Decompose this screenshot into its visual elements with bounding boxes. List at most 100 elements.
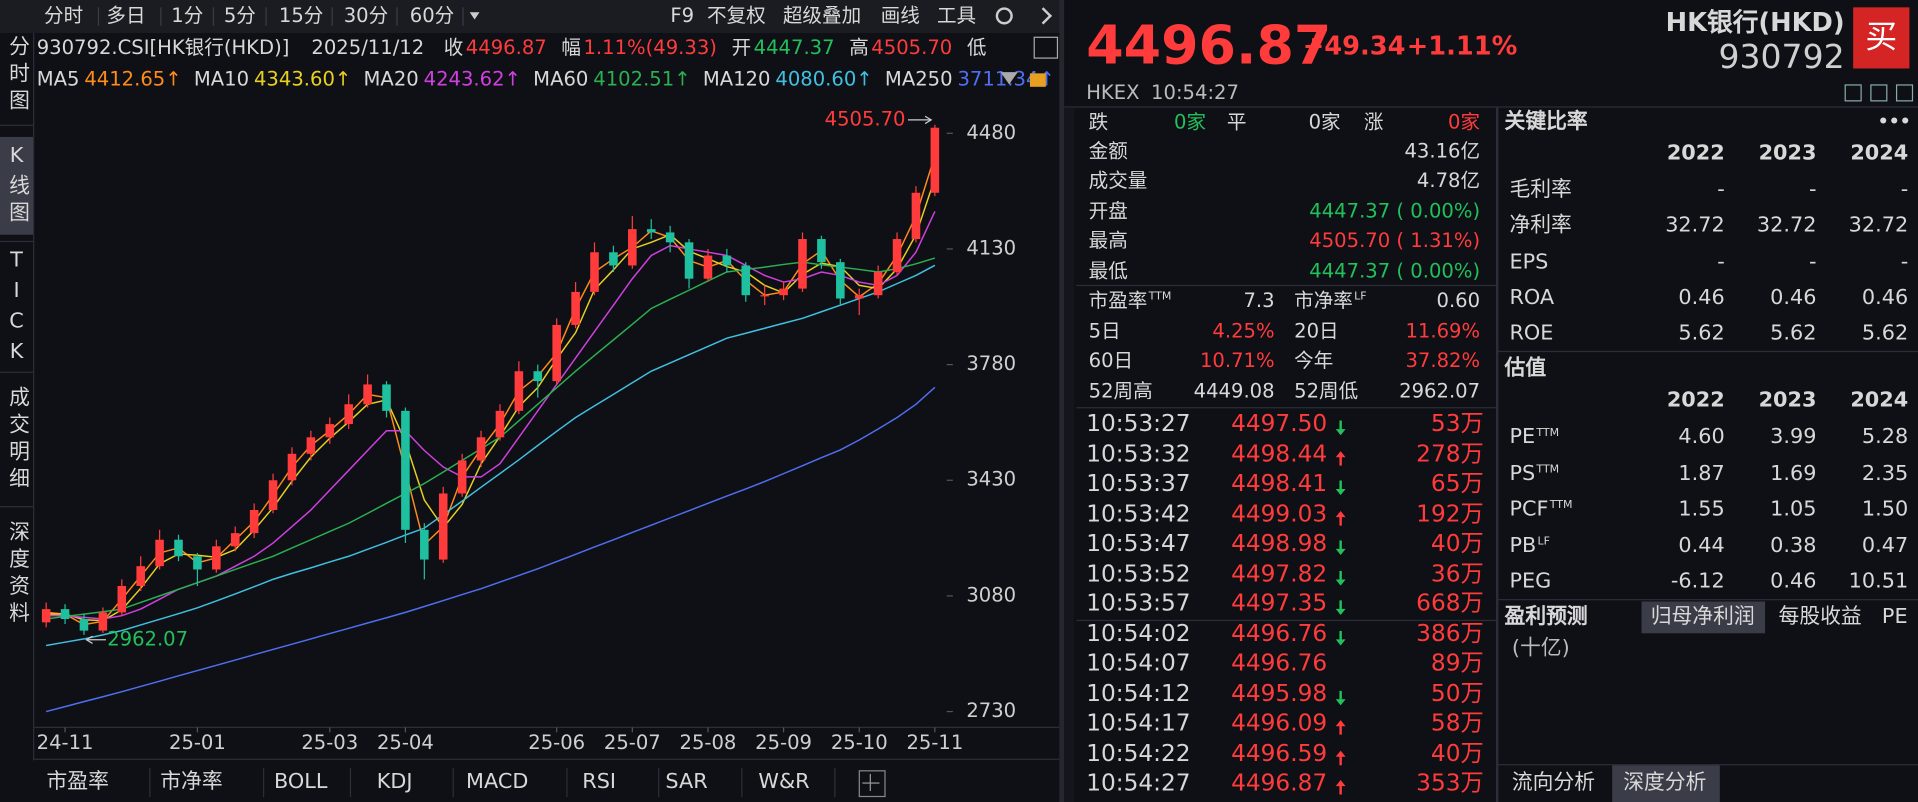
tool-button[interactable]: 不复权 [707,3,766,27]
legend-toggle[interactable] [1000,72,1018,85]
indicator-tab[interactable]: BOLL [273,769,328,795]
indicator-tab[interactable]: 市净率 [160,769,223,795]
tick-price: 4498.41 [1231,470,1328,497]
dropdown-icon[interactable] [469,12,480,20]
arrow-glyph [1335,690,1346,705]
period-tab[interactable]: 60分 [409,3,455,27]
separator [452,767,454,798]
forecast-tab[interactable]: 每股收益 [1778,604,1862,630]
period-tab[interactable]: 多日 [106,3,146,27]
tick-price: 4497.82 [1231,559,1328,587]
sidebar-tab[interactable]: 成交明细 [4,386,29,494]
tick-time: 10:53:27 [1086,410,1191,438]
analysis-tab[interactable]: 流向分析 [1511,770,1596,796]
tool-icon[interactable] [1844,84,1862,102]
security-name: HK银行(HKD) [1665,7,1845,38]
candle-body [533,371,543,382]
lock-icon[interactable] [1029,73,1046,87]
row-label: 毛利率 [1509,180,1571,201]
legend-value: 4343.60 [254,68,351,89]
arrow-glyph [1335,720,1346,735]
candle-body [98,612,108,631]
indicator-tab[interactable]: MACD [466,769,529,795]
analysis-tab[interactable]: 深度分析 [1623,770,1707,796]
period-tab[interactable]: 15分 [278,3,324,27]
candle-body [590,252,599,292]
candle-body [552,324,561,382]
candle-body [609,252,618,266]
label: 幅 [561,34,582,59]
tool-button[interactable]: 画线 [880,3,920,27]
stat-value: 4505.70 ( 1.31%) [1309,228,1481,253]
sidebar-tab[interactable]: 分时图 [4,35,29,117]
kline-chart: 2730 3080 3430 3780 4130 4480 24-11 25-01 25-03 2… [34,107,1060,760]
cell-value: 10.51 [1848,569,1909,594]
tool-button[interactable]: F9 [670,3,695,27]
period-tab[interactable]: 5分 [223,3,256,27]
sidebar-tab[interactable]: K线图 [4,143,29,229]
candle-body [911,192,921,240]
indicator-tab[interactable]: KDJ [376,769,413,795]
arrow-glyph [1335,600,1346,615]
candle-body [306,437,316,454]
tick-volume: 50万 [1430,679,1484,707]
settings-icon[interactable] [995,7,1013,25]
forecast-tab[interactable]: PE [1881,604,1908,630]
up-arrow [1335,746,1346,765]
period-tab[interactable]: 分时 [44,3,84,27]
buy-button[interactable] [1853,7,1910,69]
pct-change: +1.11% [1406,31,1518,61]
low-annotation: 2962.07 [107,627,188,650]
tick-time: 10:54:12 [1086,679,1191,707]
ma-line [46,257,936,620]
label: 低 [966,34,987,59]
stat-label: 市盈率TTM [1089,290,1172,311]
cell-value: 0.46 [1678,285,1725,310]
candle-body [174,539,183,557]
cell-value: -6.12 [1670,569,1725,594]
indicator-tab[interactable]: W&R [758,769,810,795]
y-tick-label: 3080 [966,583,1016,606]
candle-body [779,288,788,296]
cell-value: 5.28 [1861,424,1909,450]
sidebar-selected [0,136,34,235]
period-tab[interactable]: 30分 [343,3,389,27]
period-tab[interactable]: 1分 [171,3,204,27]
candle-body [892,239,902,273]
candle-body [41,609,51,623]
candle-body [420,529,429,560]
label-text: EPS [1509,249,1549,274]
candle-body [628,229,637,266]
indicator-tab[interactable]: RSI [582,769,617,795]
change: 1.11%(49.33) [583,34,717,59]
section-title: 盈利预测 [1504,604,1588,630]
add-indicator[interactable] [858,770,886,798]
label-superscript: TTM [1549,499,1573,512]
separator [212,7,215,26]
stat-value: 4.25% [1212,318,1275,342]
candle-body [344,404,353,425]
tab-selected[interactable] [1641,601,1766,634]
tick-volume: 278万 [1416,440,1484,468]
candle-body [665,232,675,243]
more-button[interactable]: ••• [1877,112,1911,133]
indicator-tab[interactable]: 市盈率 [46,769,109,795]
label-text: PEG [1509,569,1552,594]
separator [741,767,743,798]
forecast-tab[interactable]: 归母净利润 [1650,604,1755,630]
label-text: PCF [1509,496,1549,522]
info-line: 930792.CSI[HK银行(HKD)] 2025/11/12 收 4496.87 幅… [37,37,989,58]
tool-icon[interactable] [1870,84,1888,102]
label-text: PE [1509,424,1536,450]
sidebar-tab[interactable]: TICK [4,248,29,371]
tool-button[interactable]: 工具 [936,3,977,27]
tool-button[interactable]: 超级叠加 [782,3,862,27]
tab-selected[interactable] [1612,765,1720,802]
tick-time: 10:53:47 [1086,529,1191,557]
arrow-shape [1335,480,1346,496]
tool-icon[interactable] [1895,84,1914,102]
stat-label: 最低 [1088,258,1128,282]
buy-label[interactable]: 买 [1865,19,1898,57]
indicator-tab[interactable]: SAR [665,769,708,795]
sidebar-tab[interactable]: 深度资料 [4,520,29,629]
